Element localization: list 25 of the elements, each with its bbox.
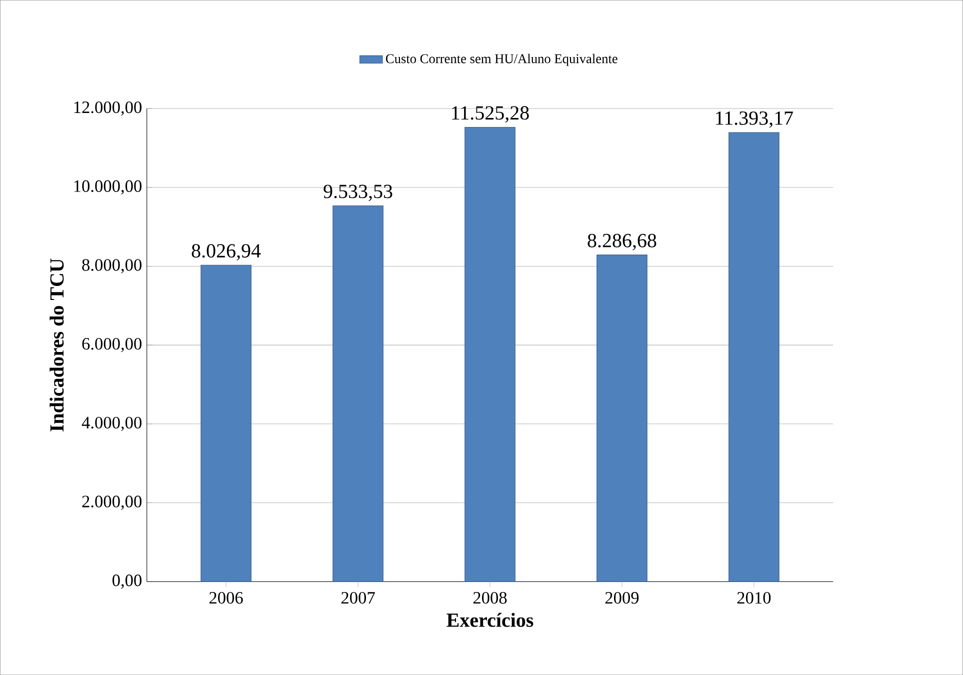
x-tick-label: 2010 <box>737 592 771 604</box>
y-tick-label: 4.000,00 <box>82 416 142 431</box>
x-tick-label: 2008 <box>473 592 507 604</box>
x-axis-title: Exercícios <box>446 612 534 627</box>
bar <box>728 132 780 582</box>
bar <box>596 254 648 582</box>
data-label: 11.393,17 <box>716 111 793 128</box>
bar <box>200 264 252 582</box>
x-tick-label: 2006 <box>209 592 243 604</box>
y-tick-label: 0,00 <box>112 574 142 589</box>
data-label: 8.286,68 <box>588 234 656 250</box>
y-tick-label: 12.000,00 <box>74 101 142 116</box>
x-tick-label: 2007 <box>341 592 375 604</box>
data-label: 8.026,94 <box>192 244 261 260</box>
bar <box>332 205 384 582</box>
y-tick-label: 2.000,00 <box>82 496 142 510</box>
y-tick-label: 10.000,00 <box>74 180 142 194</box>
y-tick-label: 6.000,00 <box>82 338 142 352</box>
legend-label: Custo Corrente sem HU/Aluno Equivalente <box>386 54 618 66</box>
bar <box>464 126 516 582</box>
data-label: 11.525,28 <box>452 106 529 122</box>
x-tick-label: 2009 <box>605 592 639 604</box>
y-tick-label: 8.000,00 <box>82 259 142 274</box>
y-axis-title: Indicadores do TCU <box>50 258 64 432</box>
data-label: 9.533,53 <box>324 184 392 201</box>
